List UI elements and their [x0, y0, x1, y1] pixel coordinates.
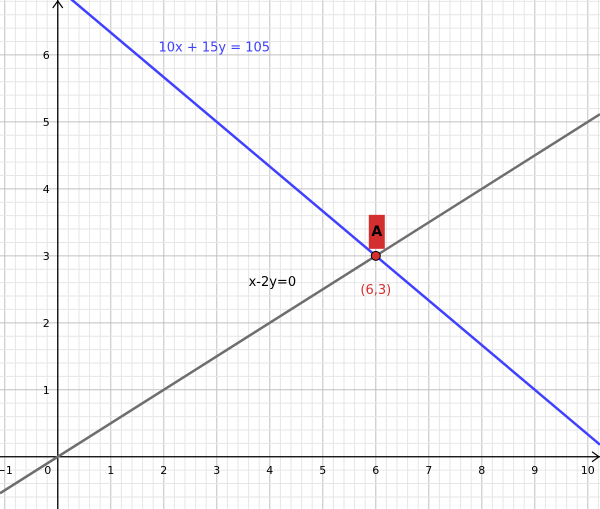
- x-tick-label: 2: [160, 464, 167, 477]
- y-tick-label: 2: [43, 317, 50, 330]
- x-tick-label: −1: [0, 464, 13, 477]
- points: A (6,3): [360, 214, 391, 298]
- x-tick-label: 10: [581, 464, 595, 477]
- tick-labels: −1 0 1 2 3 4 5 6 7 8 9 10 1 2 3 4 5 6: [0, 49, 595, 477]
- x-tick-label: 8: [478, 464, 485, 477]
- y-tick-label: 6: [43, 49, 50, 62]
- point-label-background: [368, 214, 385, 249]
- series-line: [0, 113, 600, 495]
- point-marker: [370, 250, 381, 261]
- series-label: x-2y=0: [249, 275, 297, 290]
- x-tick-label: 9: [531, 464, 538, 477]
- x-tick-label: 3: [213, 464, 220, 477]
- y-tick-label: 3: [43, 250, 50, 263]
- lines: 10x + 15y = 105 x-2y=0: [0, 0, 600, 495]
- x-tick-label: 1: [107, 464, 114, 477]
- series-label: 10x + 15y = 105: [158, 41, 270, 56]
- series-line: [70, 0, 600, 446]
- y-axis-arrow-icon: [52, 0, 64, 9]
- y-tick-label: 5: [43, 116, 50, 129]
- point-coordinates: (6,3): [360, 283, 391, 298]
- y-tick-label: 4: [43, 183, 50, 196]
- point-label: A: [371, 224, 382, 240]
- x-tick-label: 0: [44, 464, 51, 477]
- y-tick-label: 1: [43, 384, 50, 397]
- x-axis-arrow-icon: [591, 451, 600, 463]
- x-tick-label: 4: [266, 464, 273, 477]
- x-tick-label: 7: [425, 464, 432, 477]
- x-tick-label: 6: [372, 464, 379, 477]
- x-tick-label: 5: [319, 464, 326, 477]
